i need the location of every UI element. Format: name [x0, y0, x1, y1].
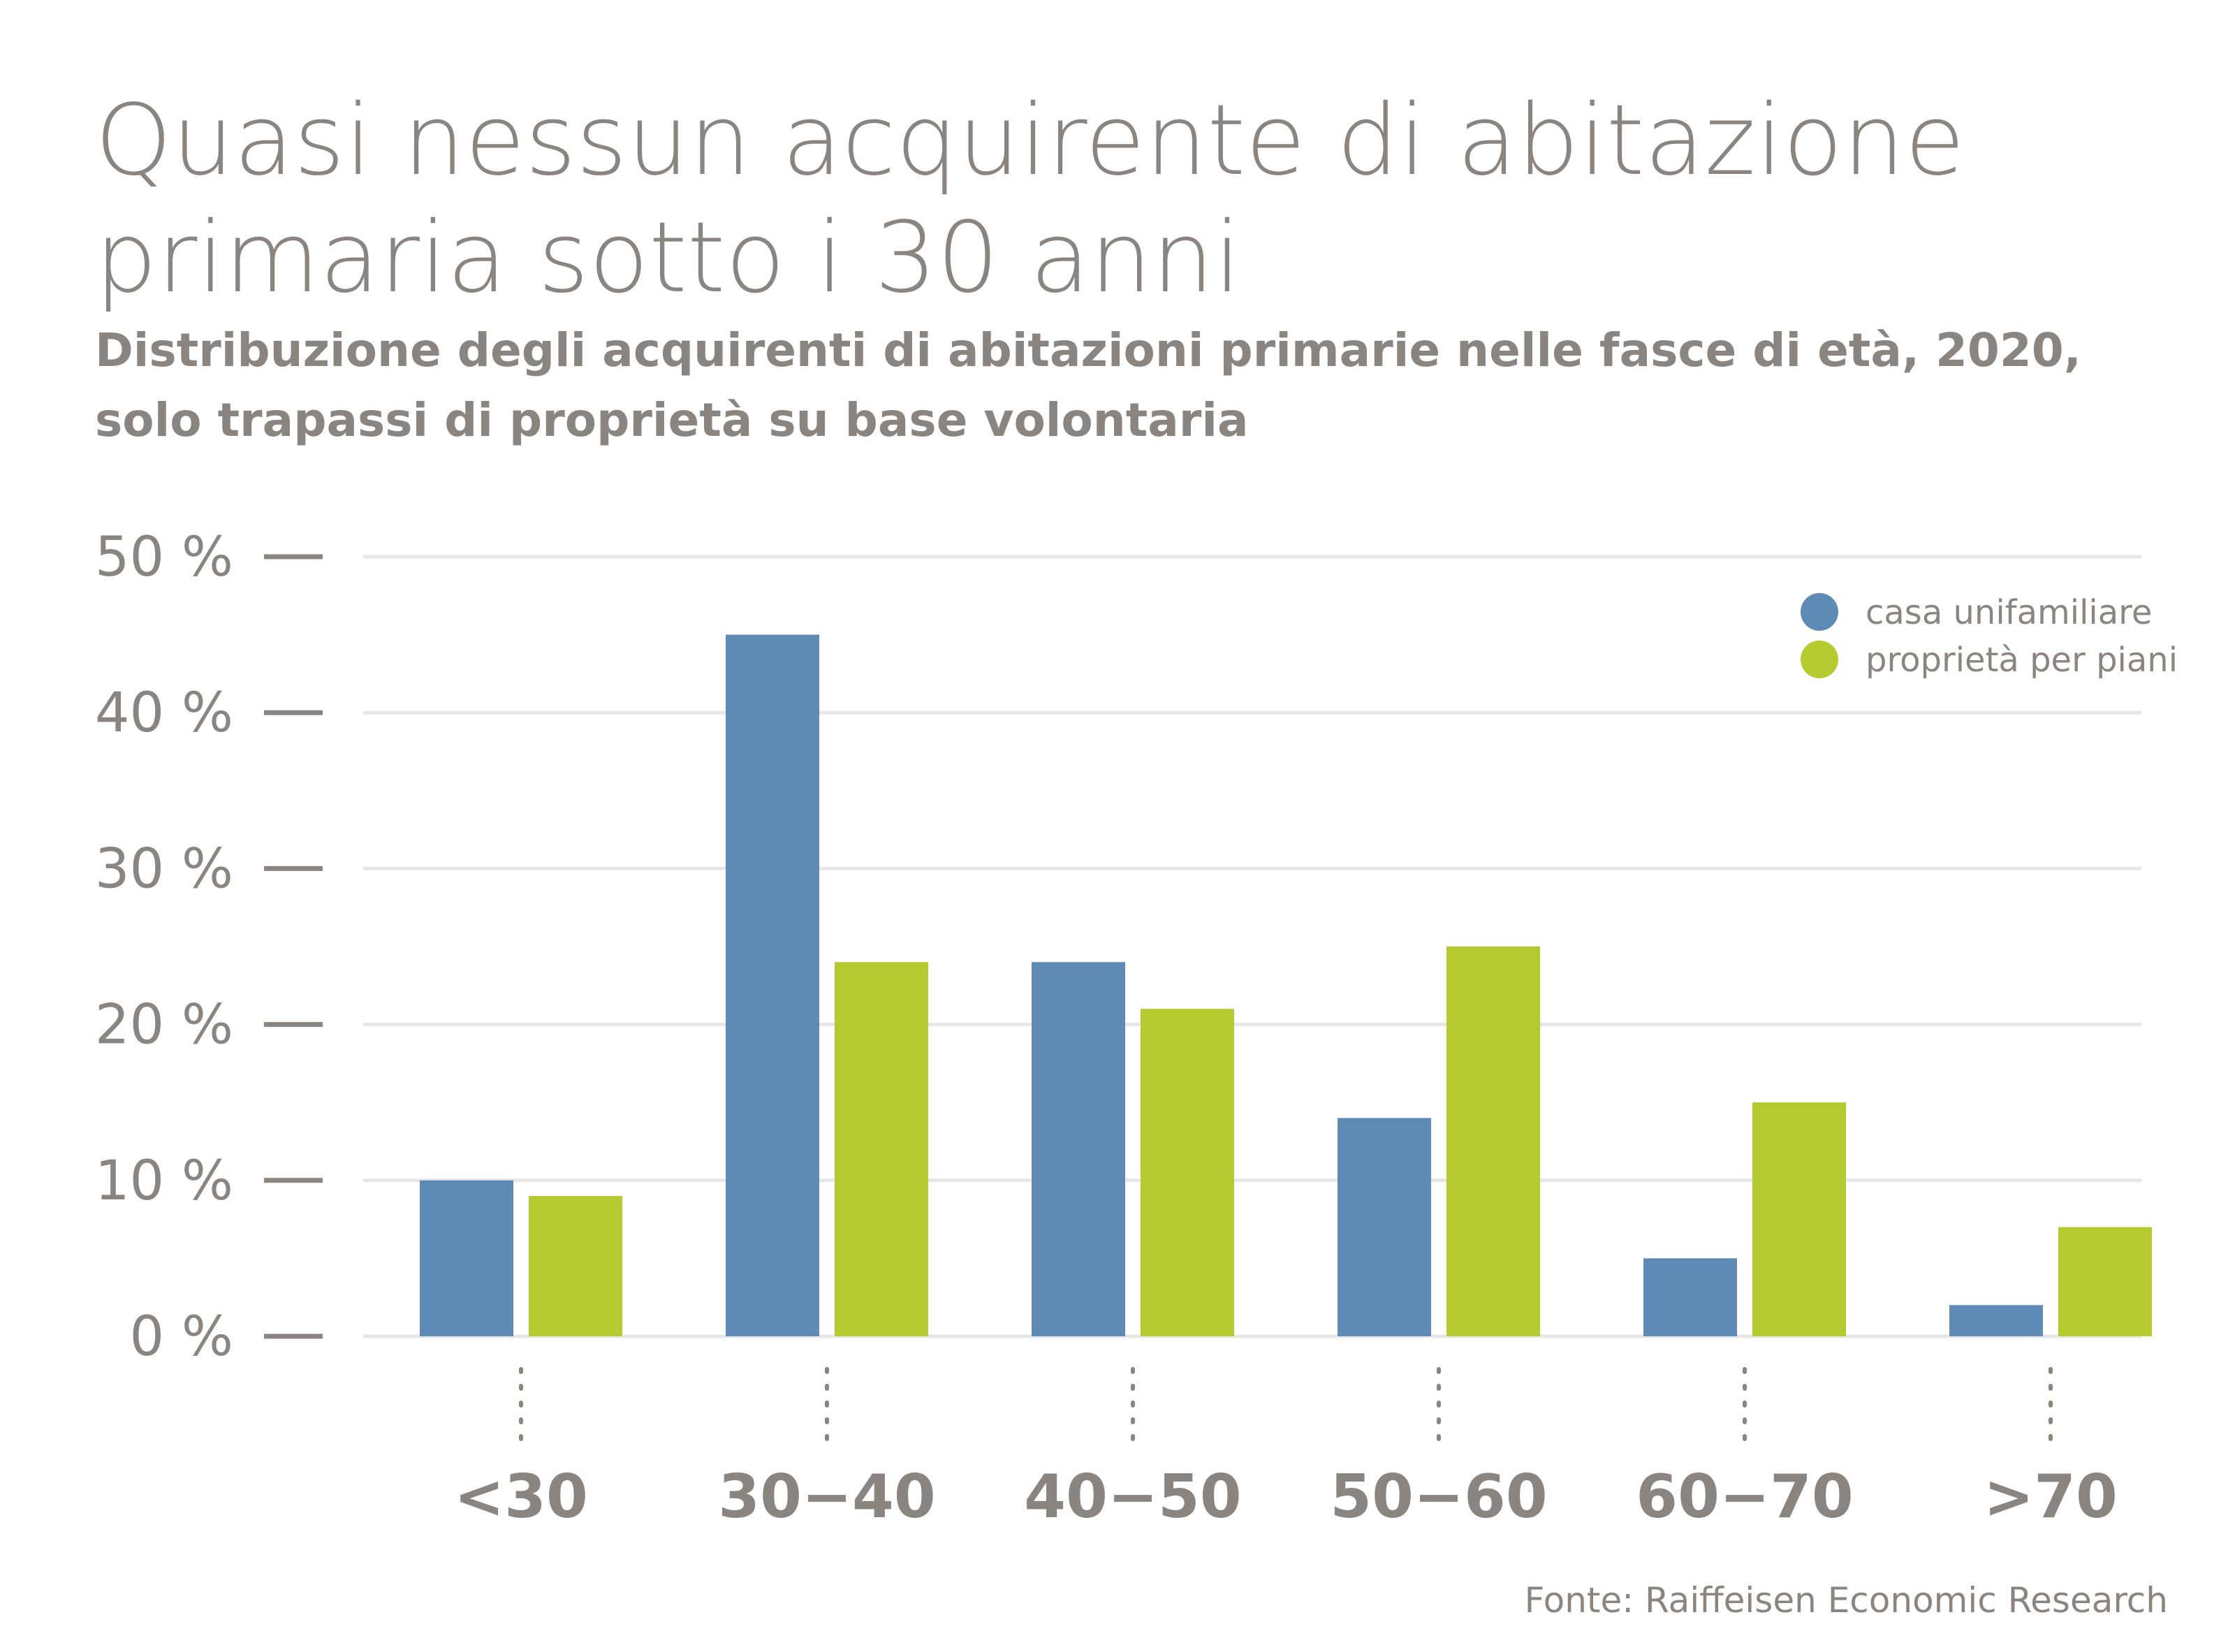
- chart-subtitle-line-2: solo trapassi di proprietà su base volon…: [95, 393, 1249, 447]
- chart-title-line-2: primaria sotto i 30 anni: [95, 201, 1241, 315]
- bar-proprieta-per-piani: [835, 962, 928, 1336]
- legend-label: casa unifamiliare: [1866, 593, 2152, 632]
- y-tick-label: 50 %: [95, 526, 233, 589]
- bar-casa-unifamiliare: [420, 1180, 513, 1336]
- x-tick-label: <30: [454, 1462, 588, 1532]
- chart-title: Quasi nessun acquirente di abitazione pr…: [95, 82, 2120, 317]
- x-tick-label: 40−50: [1024, 1462, 1241, 1532]
- bar-proprieta-per-piani: [529, 1196, 622, 1336]
- x-tick-label: 60−70: [1636, 1462, 1853, 1532]
- y-tick-label: 30 %: [95, 838, 233, 900]
- bar-casa-unifamiliare: [1643, 1258, 1737, 1336]
- y-tick-label: 0 %: [129, 1306, 233, 1368]
- chart-subtitle: Distribuzione degli acquirenti di abitaz…: [95, 316, 2155, 455]
- legend-label: proprietà per piani: [1866, 641, 2178, 680]
- bar-casa-unifamiliare: [1338, 1118, 1431, 1336]
- bar-proprieta-per-piani: [1141, 1009, 1234, 1336]
- source-note: Fonte: Raiffeisen Economic Research: [1524, 1580, 2168, 1621]
- bar-casa-unifamiliare: [1032, 962, 1125, 1336]
- y-tick-label: 10 %: [95, 1150, 233, 1213]
- chart-title-line-1: Quasi nessun acquirente di abitazione: [95, 84, 1965, 198]
- bar-proprieta-per-piani: [1752, 1102, 1846, 1336]
- bar-proprieta-per-piani: [1446, 946, 1540, 1336]
- x-tick-label: 50−60: [1330, 1462, 1547, 1532]
- y-tick-label: 40 %: [95, 682, 233, 745]
- bar-proprieta-per-piani: [2058, 1227, 2152, 1336]
- legend-swatch: [1801, 641, 1838, 678]
- bar-casa-unifamiliare: [726, 634, 819, 1336]
- chart-subtitle-line-1: Distribuzione degli acquirenti di abitaz…: [95, 323, 2081, 377]
- y-tick-label: 20 %: [95, 994, 233, 1057]
- x-tick-label: >70: [1984, 1462, 2118, 1532]
- bar-casa-unifamiliare: [1949, 1305, 2043, 1336]
- legend-swatch: [1801, 593, 1838, 631]
- x-tick-label: 30−40: [718, 1462, 935, 1532]
